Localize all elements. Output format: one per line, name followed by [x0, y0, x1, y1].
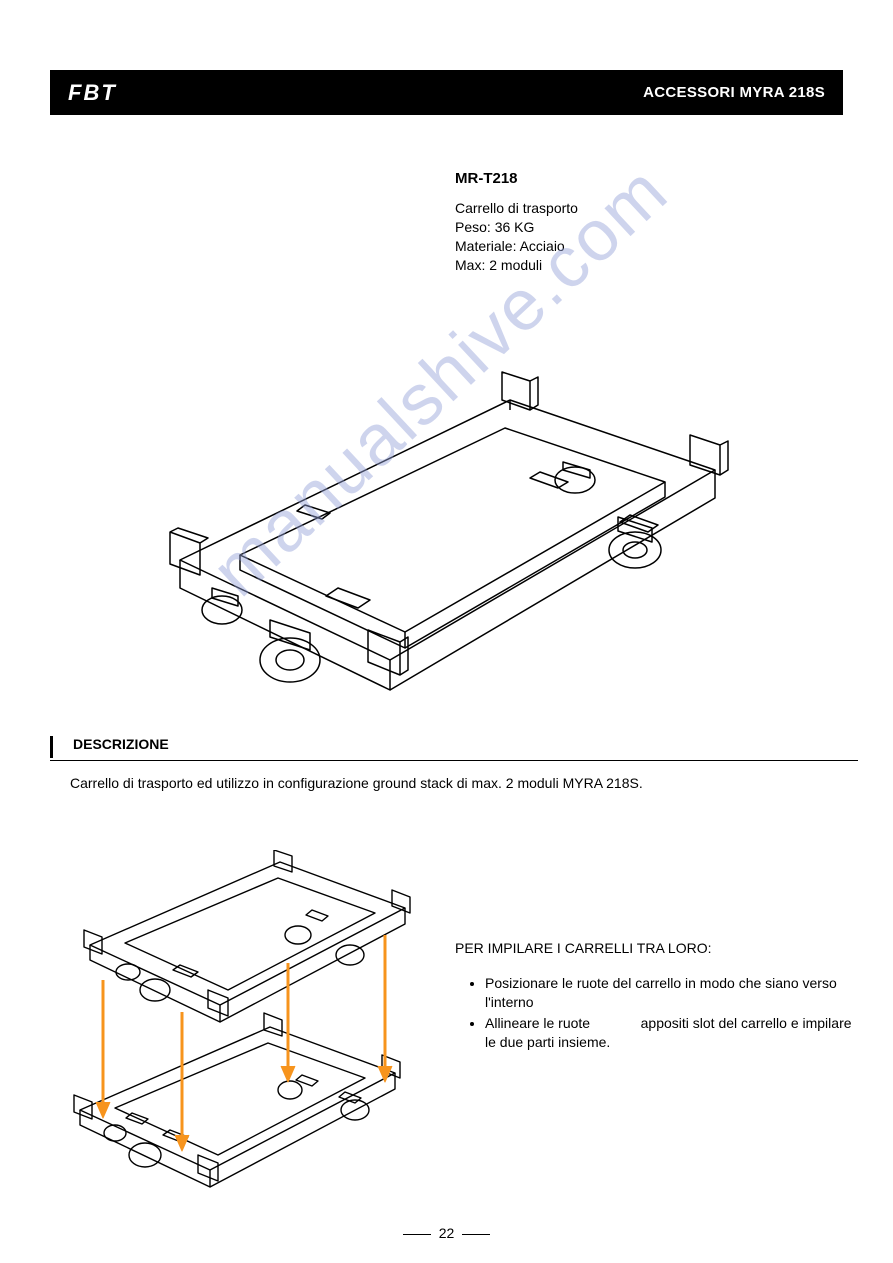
divider [50, 760, 858, 761]
description-block: DESCRIZIONE Carrello di trasporto ed uti… [50, 736, 858, 791]
spec-line: Max: 2 moduli [455, 256, 578, 275]
description-heading: DESCRIZIONE [50, 736, 858, 758]
stacking-title: PER IMPILARE I CARRELLI TRA LORO: [455, 940, 853, 956]
product-info-block: MR-T218 Carrello di trasporto Peso: 36 K… [455, 170, 578, 275]
spec-line: Materiale: Acciaio [455, 237, 578, 256]
footer-rule [462, 1234, 490, 1235]
product-specs: Carrello di trasporto Peso: 36 KG Materi… [455, 199, 578, 275]
page-number: 22 [439, 1225, 455, 1241]
list-item: Allineare le ruote appositi slot del car… [485, 1014, 853, 1052]
footer-rule [403, 1234, 431, 1235]
spec-line: Carrello di trasporto [455, 199, 578, 218]
cart-diagram [130, 350, 750, 710]
header-title: ACCESSORI MYRA 218S [643, 84, 825, 101]
stacking-list: Posizionare le ruote del carrello in mod… [455, 974, 853, 1052]
stacked-carts-diagram [60, 850, 430, 1200]
product-code: MR-T218 [455, 170, 578, 187]
spec-line: Peso: 36 KG [455, 218, 578, 237]
page-header: FBT ACCESSORI MYRA 218S [50, 70, 843, 115]
page-footer: 22 [0, 1225, 893, 1241]
list-item: Posizionare le ruote del carrello in mod… [485, 974, 853, 1012]
text: Allineare le ruote [485, 1015, 590, 1031]
brand-logo: FBT [68, 80, 117, 106]
stacking-instructions: PER IMPILARE I CARRELLI TRA LORO: Posizi… [455, 940, 853, 1054]
description-text: Carrello di trasporto ed utilizzo in con… [50, 775, 858, 791]
